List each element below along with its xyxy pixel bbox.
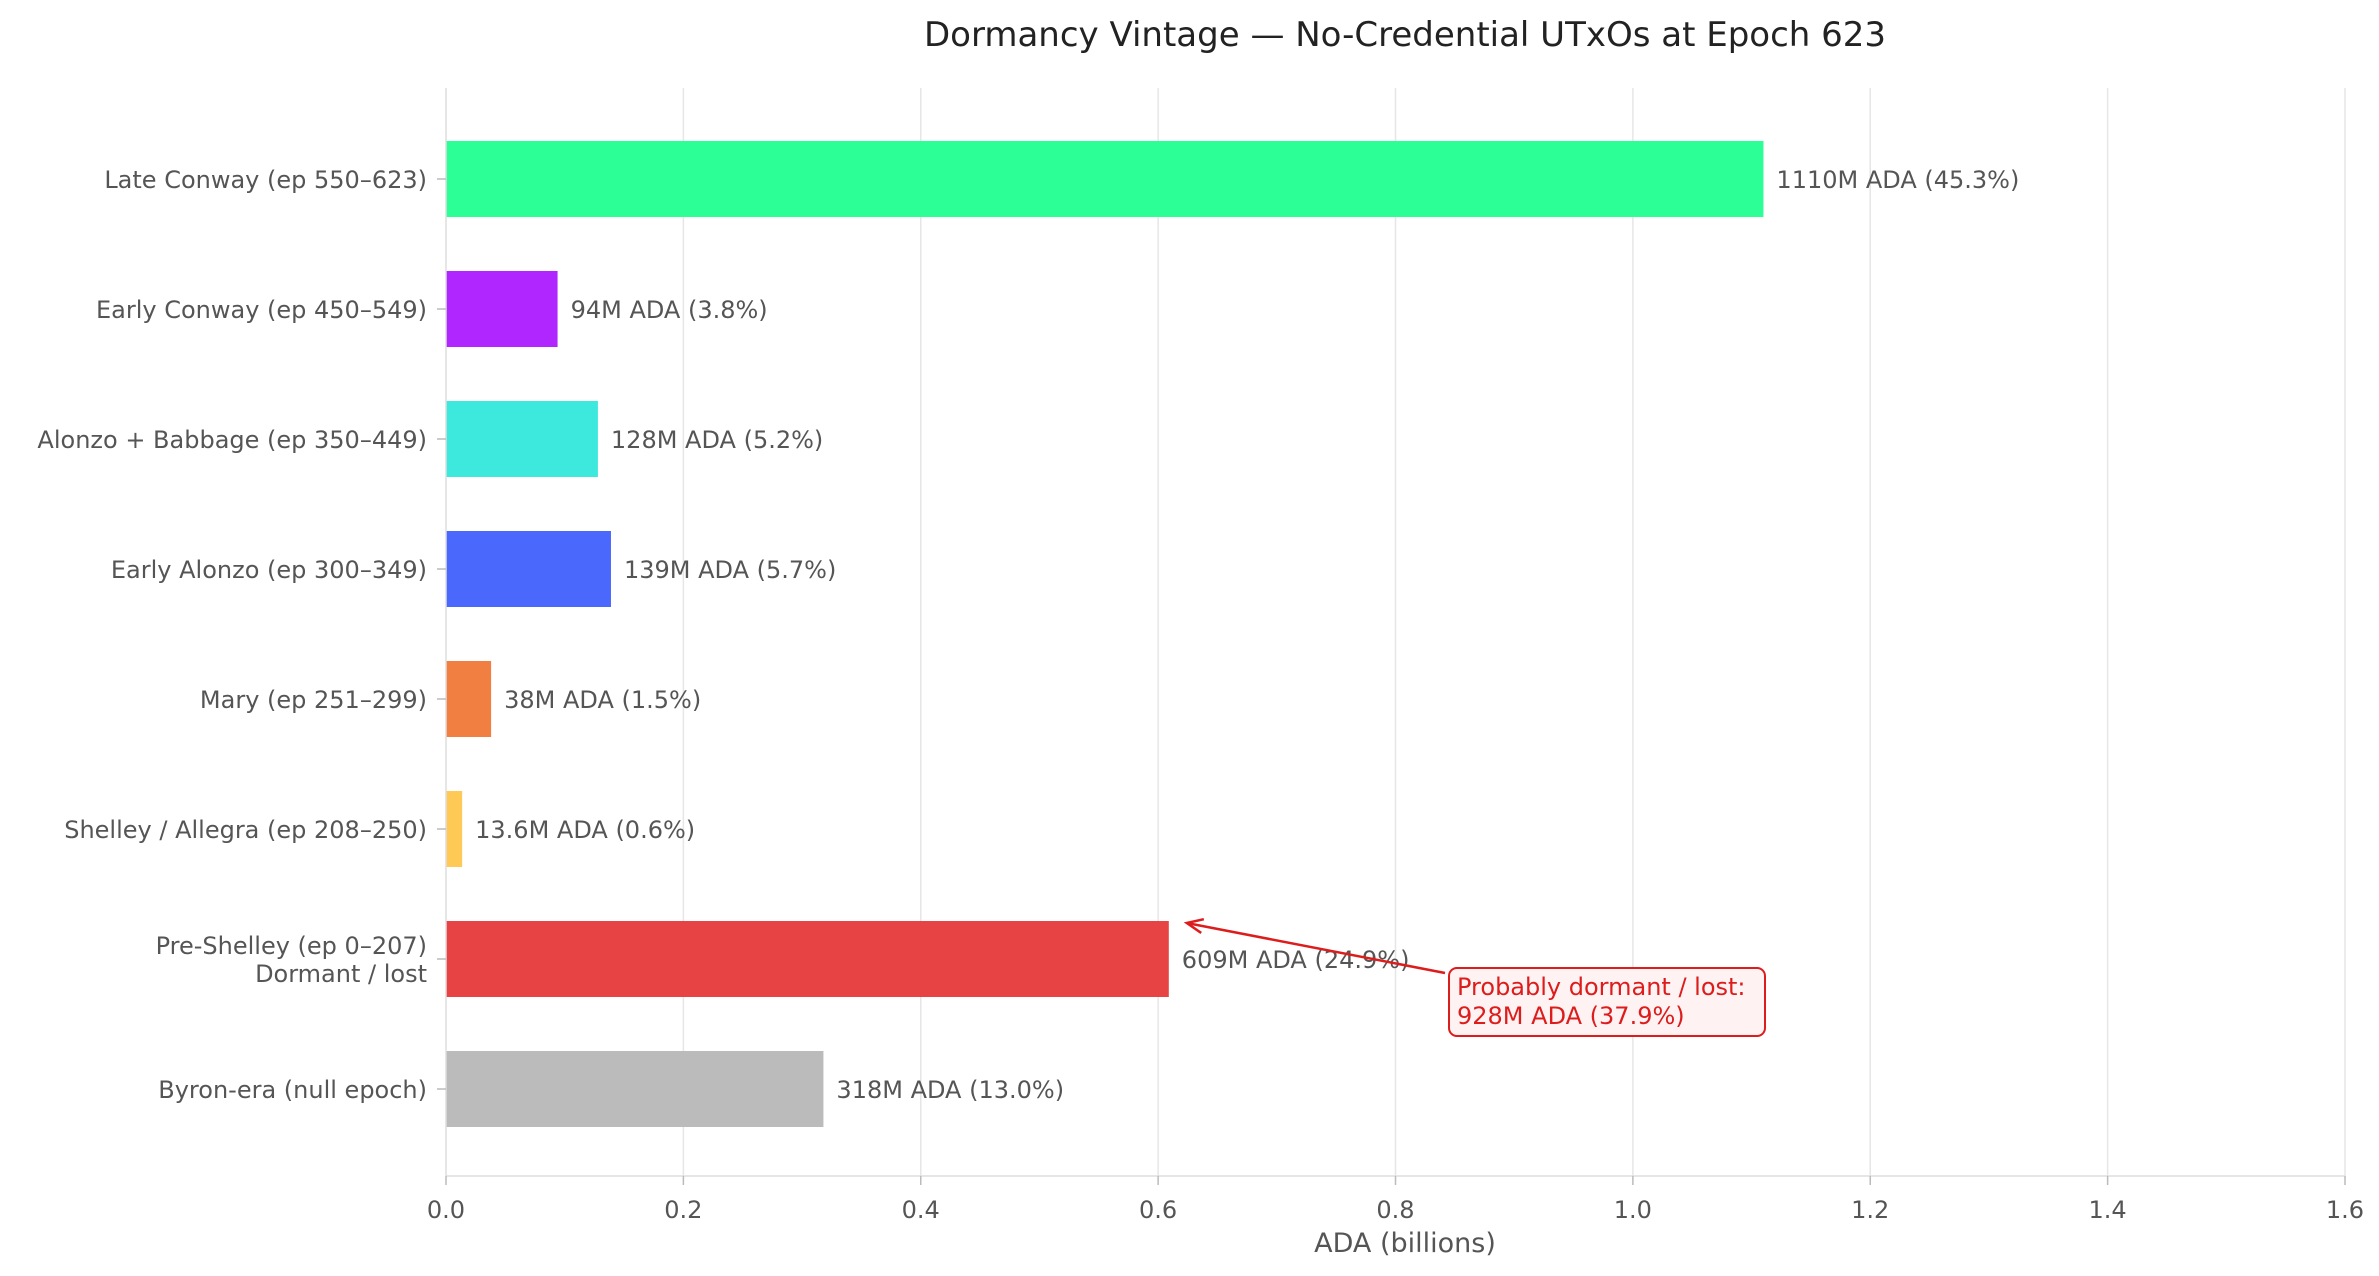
grid-lines <box>682 88 2346 1176</box>
y-tick-label: Early Alonzo (ep 300–349) <box>111 556 427 584</box>
annotation-arrowhead <box>1183 917 1205 934</box>
x-tick-label: 1.0 <box>1614 1196 1652 1224</box>
data-label: 139M ADA (5.7%) <box>624 556 836 584</box>
data-label: 38M ADA (1.5%) <box>504 686 701 714</box>
y-tick-label: Alonzo + Babbage (ep 350–449) <box>37 426 427 454</box>
x-tick-label: 0.4 <box>902 1196 940 1224</box>
y-tick-label: Shelley / Allegra (ep 208–250) <box>64 816 427 844</box>
x-ticks: 0.0 0.2 0.4 0.6 0.8 1.0 1.2 1.4 1.6 <box>427 1176 2364 1224</box>
annotation: Probably dormant / lost:928M ADA (37.9%) <box>1183 917 1766 1037</box>
y-tick-label: Pre-Shelley (ep 0–207) <box>156 932 427 960</box>
annotation-box <box>1448 967 1766 1037</box>
x-tick-label: 1.4 <box>2089 1196 2127 1224</box>
bars: 1110M ADA (45.3%) 94M ADA (3.8%) 128M ADA … <box>446 141 2019 1127</box>
data-label: 94M ADA (3.8%) <box>571 296 768 324</box>
bar <box>446 271 558 347</box>
x-tick-label: 0.2 <box>664 1196 702 1224</box>
data-label: 1110M ADA (45.3%) <box>1776 166 2019 194</box>
data-label: 318M ADA (13.0%) <box>836 1076 1064 1104</box>
y-tick-label: Byron-era (null epoch) <box>158 1076 427 1104</box>
data-label: 128M ADA (5.2%) <box>611 426 823 454</box>
data-label: 13.6M ADA (0.6%) <box>475 816 695 844</box>
bar <box>446 1051 824 1127</box>
bar <box>446 141 1764 217</box>
x-tick-label: 0.0 <box>427 1196 465 1224</box>
category-labels: Late Conway (ep 550–623) Early Conway (ep… <box>37 166 446 1104</box>
x-tick-label: 0.8 <box>1376 1196 1414 1224</box>
annotation-text: Probably dormant / lost: <box>1457 973 1746 1001</box>
bar <box>446 921 1169 997</box>
x-tick-label: 1.6 <box>2326 1196 2364 1224</box>
bar <box>446 401 598 477</box>
annotation-arrow <box>1186 921 1446 975</box>
x-tick-label: 1.2 <box>1851 1196 1889 1224</box>
x-axis-label: ADA (billions) <box>1314 1228 1496 1259</box>
y-tick-label: Mary (ep 251–299) <box>200 686 427 714</box>
y-tick-label: Early Conway (ep 450–549) <box>96 296 427 324</box>
bar <box>446 661 492 737</box>
y-tick-label: Late Conway (ep 550–623) <box>104 166 427 194</box>
y-tick-label: Dormant / lost <box>255 960 427 988</box>
chart-title: Dormancy Vintage — No-Credential UTxOs a… <box>924 15 1886 55</box>
annotation-text: 928M ADA (37.9%) <box>1457 1002 1685 1030</box>
bar <box>446 531 611 607</box>
bar <box>446 791 463 867</box>
x-tick-label: 0.6 <box>1139 1196 1177 1224</box>
